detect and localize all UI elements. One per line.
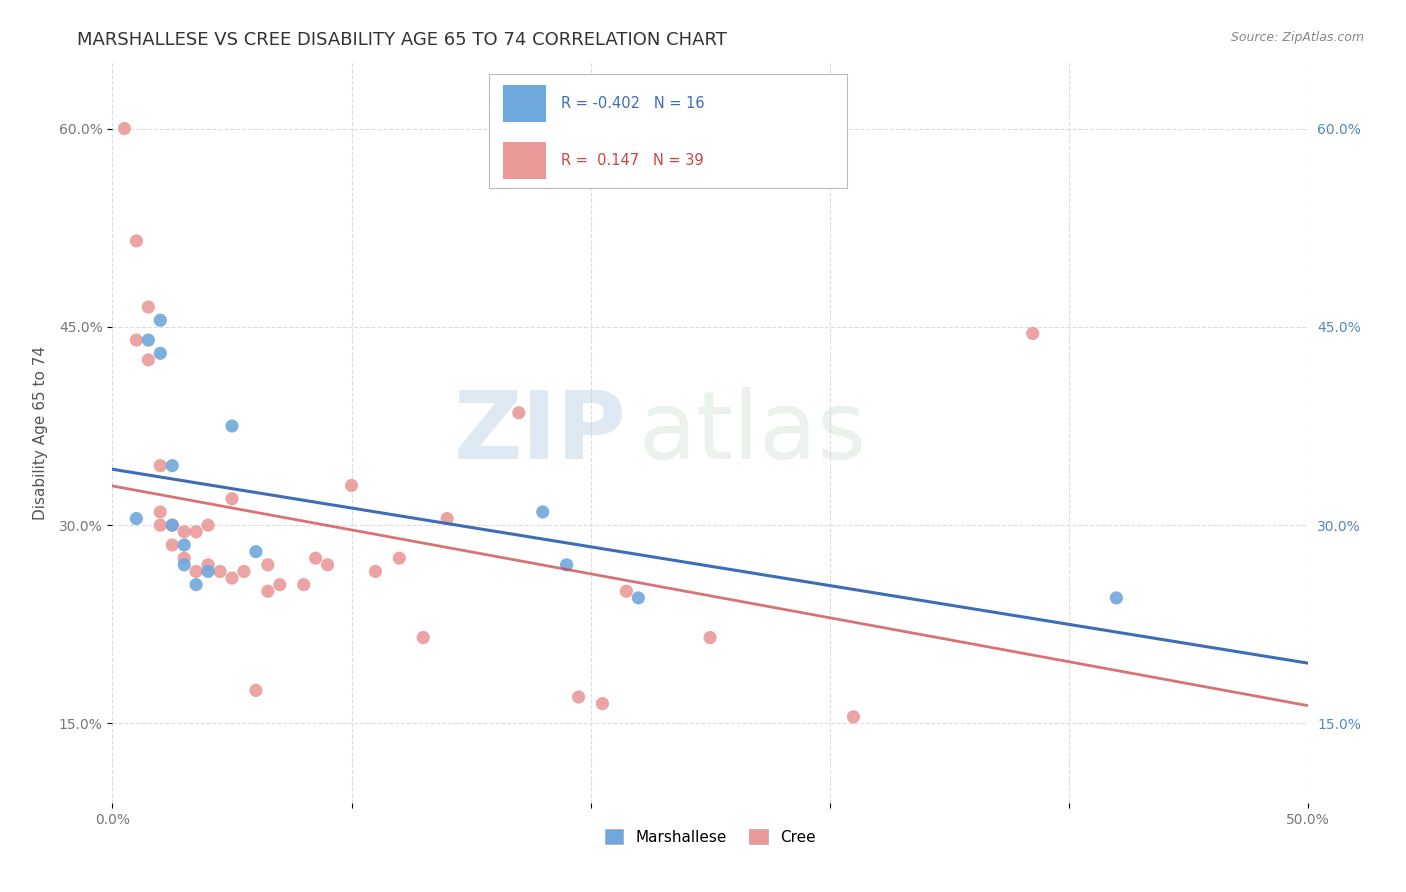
Point	[508, 406, 530, 420]
Point	[162, 458, 183, 473]
Point	[173, 524, 195, 539]
Point	[257, 558, 280, 572]
Point	[197, 565, 219, 579]
Point	[114, 121, 135, 136]
Point	[616, 584, 638, 599]
Legend: Marshallese, Cree: Marshallese, Cree	[599, 822, 821, 851]
Point	[149, 313, 172, 327]
Point	[138, 300, 160, 314]
Point	[340, 478, 363, 492]
Text: Source: ZipAtlas.com: Source: ZipAtlas.com	[1230, 31, 1364, 45]
Text: atlas: atlas	[638, 386, 866, 479]
Text: ZIP: ZIP	[454, 386, 627, 479]
Point	[173, 551, 195, 566]
Point	[125, 511, 148, 525]
Point	[842, 710, 865, 724]
Point	[162, 538, 183, 552]
Text: MARSHALLESE VS CREE DISABILITY AGE 65 TO 74 CORRELATION CHART: MARSHALLESE VS CREE DISABILITY AGE 65 TO…	[77, 31, 727, 49]
Point	[138, 352, 160, 367]
Point	[186, 577, 208, 591]
Point	[149, 458, 172, 473]
Point	[149, 346, 172, 360]
Point	[245, 683, 267, 698]
Point	[245, 544, 267, 558]
Point	[173, 558, 195, 572]
Point	[568, 690, 591, 704]
Point	[197, 518, 219, 533]
Point	[364, 565, 387, 579]
Point	[233, 565, 256, 579]
Point	[388, 551, 411, 566]
Point	[436, 511, 458, 525]
Point	[627, 591, 650, 605]
Point	[221, 491, 243, 506]
Point	[173, 538, 195, 552]
Point	[221, 419, 243, 434]
Point	[305, 551, 328, 566]
Point	[209, 565, 232, 579]
Point	[186, 565, 208, 579]
Point	[316, 558, 339, 572]
Point	[555, 558, 578, 572]
Point	[1022, 326, 1045, 341]
Point	[531, 505, 554, 519]
Point	[269, 577, 291, 591]
Point	[149, 505, 172, 519]
Point	[162, 518, 183, 533]
Point	[412, 631, 434, 645]
Point	[149, 518, 172, 533]
Point	[257, 584, 280, 599]
Point	[221, 571, 243, 585]
Point	[186, 524, 208, 539]
Y-axis label: Disability Age 65 to 74: Disability Age 65 to 74	[32, 345, 48, 520]
Point	[592, 697, 614, 711]
Point	[125, 333, 148, 347]
Point	[1105, 591, 1128, 605]
Point	[292, 577, 315, 591]
Point	[138, 333, 160, 347]
Point	[197, 558, 219, 572]
Point	[125, 234, 148, 248]
Point	[162, 518, 183, 533]
Point	[699, 631, 721, 645]
